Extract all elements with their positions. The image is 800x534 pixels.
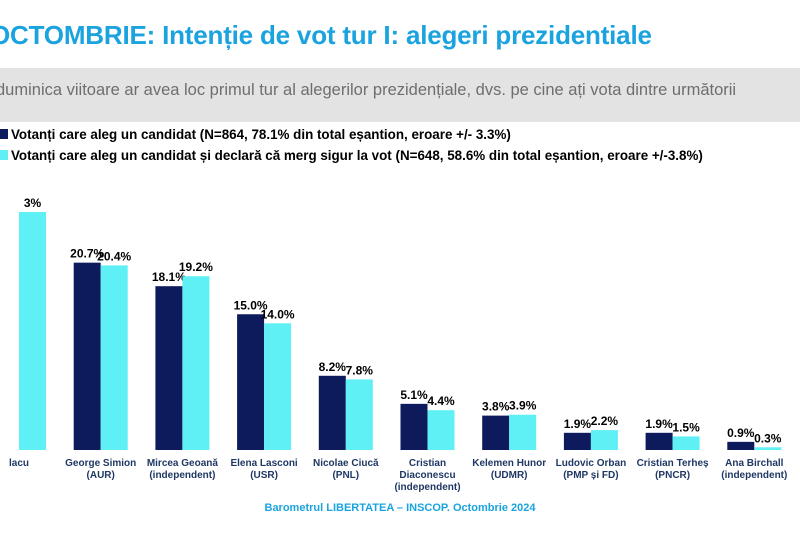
category-label: (PNL) [332,470,359,481]
category-label: Mircea Geoană [147,458,219,469]
data-label: 0.3% [754,431,782,445]
data-label: 7.8% [346,363,374,377]
bar-sure-voters [754,447,782,450]
data-label: 3.8% [482,400,510,414]
category-label: Cristian Terheș [637,458,709,469]
data-label: 4.4% [427,394,455,408]
category-label: Ana Birchall [725,458,784,469]
category-label: Ludovic Orban [556,458,627,469]
category-label: Cristian [409,458,446,469]
category-label: (independent) [721,470,787,481]
legend-label: Votanți care aleg un candidat (N=864, 78… [11,127,511,142]
bar-all-voters [237,314,265,450]
category-label: George Simion [65,458,136,469]
category-label: (USR) [250,470,278,481]
category-label: (UDMR) [491,470,528,481]
data-label: 14.0% [261,307,295,321]
data-label: 18.1% [152,270,186,284]
bar-sure-voters [590,430,618,450]
legend-item-sure-voters: Votanți care aleg un candidat și declară… [0,145,800,166]
bar-sure-voters [182,276,210,450]
legend-label: Votanți care aleg un candidat și declară… [11,148,703,163]
source-footer: Barometrul LIBERTATEA – INSCOP. Octombri… [264,502,536,514]
data-label: 5.1% [400,388,428,402]
category-label: Kelemen Hunor [472,458,546,469]
bar-sure-voters [672,436,700,450]
bar-sure-voters [509,414,537,450]
bar-sure-voters [19,211,46,450]
data-label: 1.9% [564,417,592,431]
legend-swatch-dark [0,129,8,139]
category-label: (independent) [394,482,460,493]
category-label: (independent) [149,470,215,481]
question-text: duminica viitoare ar avea loc primul tur… [0,68,800,122]
data-label: 20.4% [97,249,131,263]
bar-all-voters [563,432,591,450]
data-label: 0.9% [727,426,755,440]
data-label: 1.5% [672,420,700,434]
bar-all-voters [155,286,183,450]
bar-all-voters [400,403,428,450]
bar-all-voters [727,441,755,450]
category-label: Nicolae Ciucă [313,458,379,469]
data-label: 20.7% [70,247,104,261]
bar-sure-voters [345,379,373,450]
category-label: (PNCR) [655,470,690,481]
category-label: (PMP și FD) [563,470,618,481]
chart-title: OCTOMBRIE: Intenție de vot tur I: aleger… [0,20,652,50]
bar-all-voters [318,375,346,450]
bar-sure-voters [264,323,292,450]
data-label: 8.2% [319,360,347,374]
category-label: lacu [9,458,29,469]
data-label: 19.2% [179,260,213,274]
bar-sure-voters [427,410,455,450]
legend-swatch-cyan [0,150,8,160]
data-label: 15.0% [234,298,268,312]
bar-all-voters [482,415,510,450]
data-label: 3.9% [509,399,537,413]
bar-sure-voters [100,265,128,450]
data-label: 1.9% [645,417,673,431]
data-label: 2.2% [591,414,619,428]
bar-all-voters [645,432,673,450]
legend: Votanți care aleg un candidat (N=864, 78… [0,124,800,166]
data-label: 3% [24,196,42,210]
category-label: Elena Lasconi [230,458,297,469]
bar-all-voters [73,262,101,450]
category-label: Diaconescu [399,470,455,481]
category-label: (AUR) [87,470,115,481]
legend-item-all-voters: Votanți care aleg un candidat (N=864, 78… [0,124,800,145]
